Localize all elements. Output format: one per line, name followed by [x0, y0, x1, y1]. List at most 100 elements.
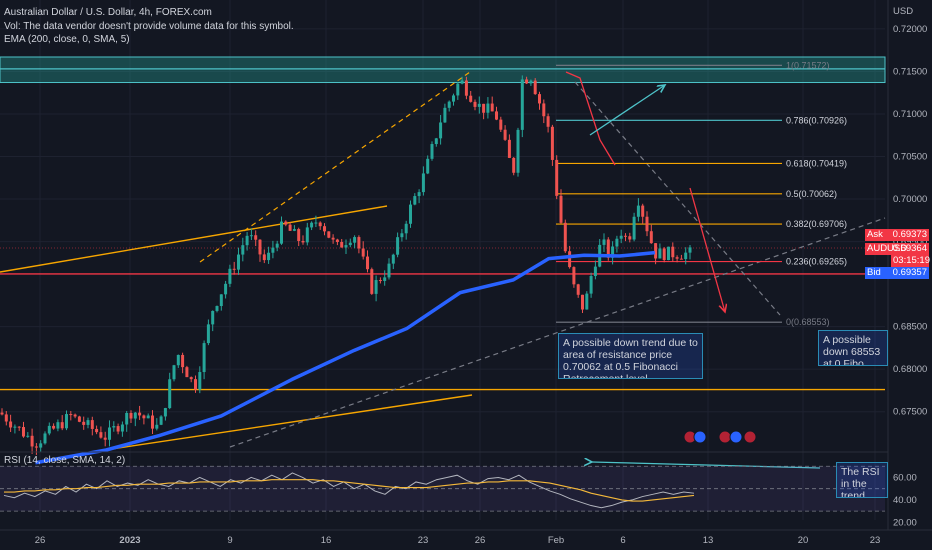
fib-level-label: 0(0.68553) [786, 317, 830, 327]
rsi-ma-line [4, 479, 695, 502]
x-tick-label: 2023 [119, 535, 140, 546]
symbol-title: Australian Dollar / U.S. Dollar, 4h, FOR… [4, 7, 212, 18]
rsi-text: RSI (14, close, SMA, 14, 2) [4, 455, 126, 466]
x-tick-label: Feb [548, 535, 564, 546]
annotation-main[interactable]: A possible down trend due to area of res… [558, 333, 703, 379]
candle-body [662, 248, 666, 261]
fib-level-label: 0.236(0.69265) [786, 257, 847, 267]
candle-body [654, 243, 658, 259]
x-tick-label: 26 [475, 535, 486, 546]
candle-body [370, 269, 374, 294]
candle-body [305, 227, 309, 243]
candle-body [215, 306, 219, 311]
candle-body [237, 254, 240, 270]
candle-body [520, 79, 524, 130]
rsi-legend: RSI (14, close, SMA, 14, 2) [4, 455, 125, 466]
candle-body [168, 379, 172, 409]
candle-body [452, 95, 455, 102]
candle-body [86, 420, 90, 425]
candle-body [499, 119, 503, 130]
down-arrow[interactable] [689, 187, 725, 312]
candle-body [542, 103, 546, 117]
x-tick-label: 16 [321, 535, 332, 546]
currency-label: USD [893, 6, 914, 17]
candle-body [39, 443, 43, 448]
candle-body [318, 222, 322, 227]
trendlines [0, 71, 886, 451]
event-flag-icon[interactable] [693, 430, 707, 444]
y-tick-label: 0.68500 [893, 322, 927, 333]
candle-body [323, 226, 326, 232]
fib-level-label: 0.618(0.70419) [786, 158, 847, 168]
candle-body [688, 247, 692, 253]
candle-body [679, 258, 683, 260]
candle-body [9, 421, 13, 428]
candle-body [628, 236, 632, 240]
ema-line [35, 250, 656, 465]
candle-body [434, 138, 438, 145]
candle-body [151, 415, 154, 429]
candle-body [249, 235, 253, 237]
channel-upper-line [0, 205, 388, 273]
candle-body [482, 103, 486, 113]
candle-body [26, 435, 30, 437]
channel-lower-line [104, 394, 473, 451]
x-tick-label: 6 [620, 535, 625, 546]
ask-value: 0.69373 [892, 229, 927, 240]
bid-value: 0.69357 [892, 267, 927, 278]
last-value: 0.69364 [892, 243, 927, 254]
rsi-tick-label: 20.00 [893, 517, 917, 528]
x-tick-label: 9 [227, 535, 232, 546]
candle-body [138, 412, 142, 416]
drawing-arrows[interactable] [565, 71, 821, 469]
candle-body [189, 377, 193, 380]
event-flag-icon[interactable] [729, 430, 743, 444]
fib-level-label: 0.786(0.70926) [786, 115, 847, 125]
fibonacci-retracement[interactable]: 1(0.71572) 0.786(0.70926) 0.618(0.70419) 0.… [556, 60, 847, 327]
candle-body [516, 129, 520, 173]
candle-body [624, 235, 627, 237]
candle-body [335, 239, 339, 242]
candle-body [636, 205, 640, 217]
candle-body [198, 372, 202, 390]
candle-body [357, 237, 361, 249]
candle-body [417, 192, 421, 197]
event-flag-icon[interactable] [718, 430, 732, 444]
candle-body [271, 247, 275, 253]
volume-legend: Vol: The data vendor doesn't provide vol… [4, 21, 294, 32]
x-tick-label: 23 [870, 535, 881, 546]
candle-body [142, 415, 146, 419]
candle-body [550, 126, 554, 160]
annotation-right[interactable]: A possible down 68553 at 0 Fibo Retracem… [818, 330, 888, 366]
up-arrow[interactable] [589, 85, 665, 136]
down-move-line[interactable] [565, 71, 616, 166]
candle-body [512, 157, 516, 173]
candle-body [391, 254, 395, 264]
rsi-trend-arrow[interactable] [592, 462, 821, 469]
candle-body [490, 103, 494, 112]
fib-level-label: 1(0.71572) [786, 60, 830, 70]
candle-body [486, 103, 490, 113]
candle-body [297, 229, 301, 241]
candle-body [245, 235, 249, 246]
candle-body [430, 144, 434, 159]
dashed-upper-trend [199, 71, 471, 263]
chart-title: Australian Dollar / U.S. Dollar, 4h, FOR… [4, 7, 212, 18]
annotation-rsi[interactable]: The RSI in the trend level. [836, 462, 888, 498]
candle-body [90, 420, 94, 429]
candle-body [460, 80, 464, 84]
y-tick-label: 0.70500 [893, 152, 927, 163]
candle-body [65, 414, 68, 429]
candle-body [495, 111, 498, 120]
candle-body [224, 283, 228, 295]
dashed-support-trend [229, 217, 886, 448]
event-flag-icon[interactable] [743, 430, 757, 444]
x-tick-label: 20 [798, 535, 809, 546]
candle-body [529, 80, 533, 84]
candle-body [172, 365, 176, 380]
candle-body [641, 205, 645, 217]
event-flags[interactable] [683, 430, 757, 444]
rsi-pane[interactable] [0, 465, 885, 512]
